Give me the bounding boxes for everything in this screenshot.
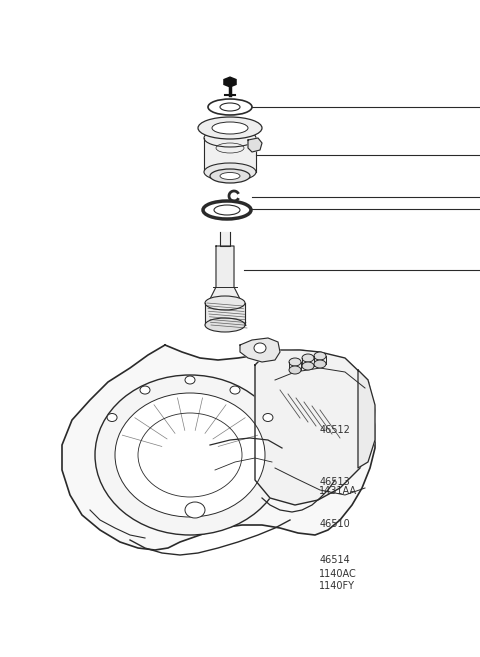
Ellipse shape [220, 173, 240, 179]
Ellipse shape [302, 354, 314, 362]
Ellipse shape [214, 205, 240, 215]
Ellipse shape [204, 129, 256, 147]
Polygon shape [205, 303, 245, 325]
Polygon shape [224, 77, 236, 87]
Ellipse shape [289, 358, 301, 366]
Ellipse shape [220, 103, 240, 111]
Ellipse shape [203, 201, 251, 219]
Polygon shape [240, 338, 280, 362]
Ellipse shape [314, 352, 326, 360]
Ellipse shape [95, 375, 285, 535]
Polygon shape [255, 350, 375, 505]
Ellipse shape [254, 343, 266, 353]
Polygon shape [207, 246, 243, 305]
Ellipse shape [208, 99, 252, 115]
Ellipse shape [210, 169, 250, 183]
Text: 1431AA: 1431AA [319, 486, 357, 497]
Ellipse shape [205, 296, 245, 310]
Ellipse shape [302, 362, 314, 370]
Polygon shape [220, 232, 230, 246]
Ellipse shape [185, 376, 195, 384]
Ellipse shape [198, 117, 262, 139]
Text: 46510: 46510 [319, 518, 350, 529]
Text: 46512: 46512 [319, 425, 350, 436]
Polygon shape [248, 138, 262, 152]
Ellipse shape [107, 413, 117, 422]
Ellipse shape [314, 360, 326, 368]
Ellipse shape [230, 386, 240, 394]
Text: 46514: 46514 [319, 555, 350, 565]
Ellipse shape [263, 413, 273, 422]
Polygon shape [204, 138, 256, 172]
Ellipse shape [204, 163, 256, 181]
Text: 46513: 46513 [319, 476, 350, 487]
Text: 1140AC
1140FY: 1140AC 1140FY [319, 570, 357, 591]
Polygon shape [62, 345, 375, 550]
Ellipse shape [185, 502, 205, 518]
Polygon shape [358, 370, 375, 468]
Ellipse shape [140, 386, 150, 394]
Ellipse shape [205, 318, 245, 332]
Ellipse shape [289, 366, 301, 374]
Ellipse shape [212, 122, 248, 134]
Ellipse shape [115, 393, 265, 517]
